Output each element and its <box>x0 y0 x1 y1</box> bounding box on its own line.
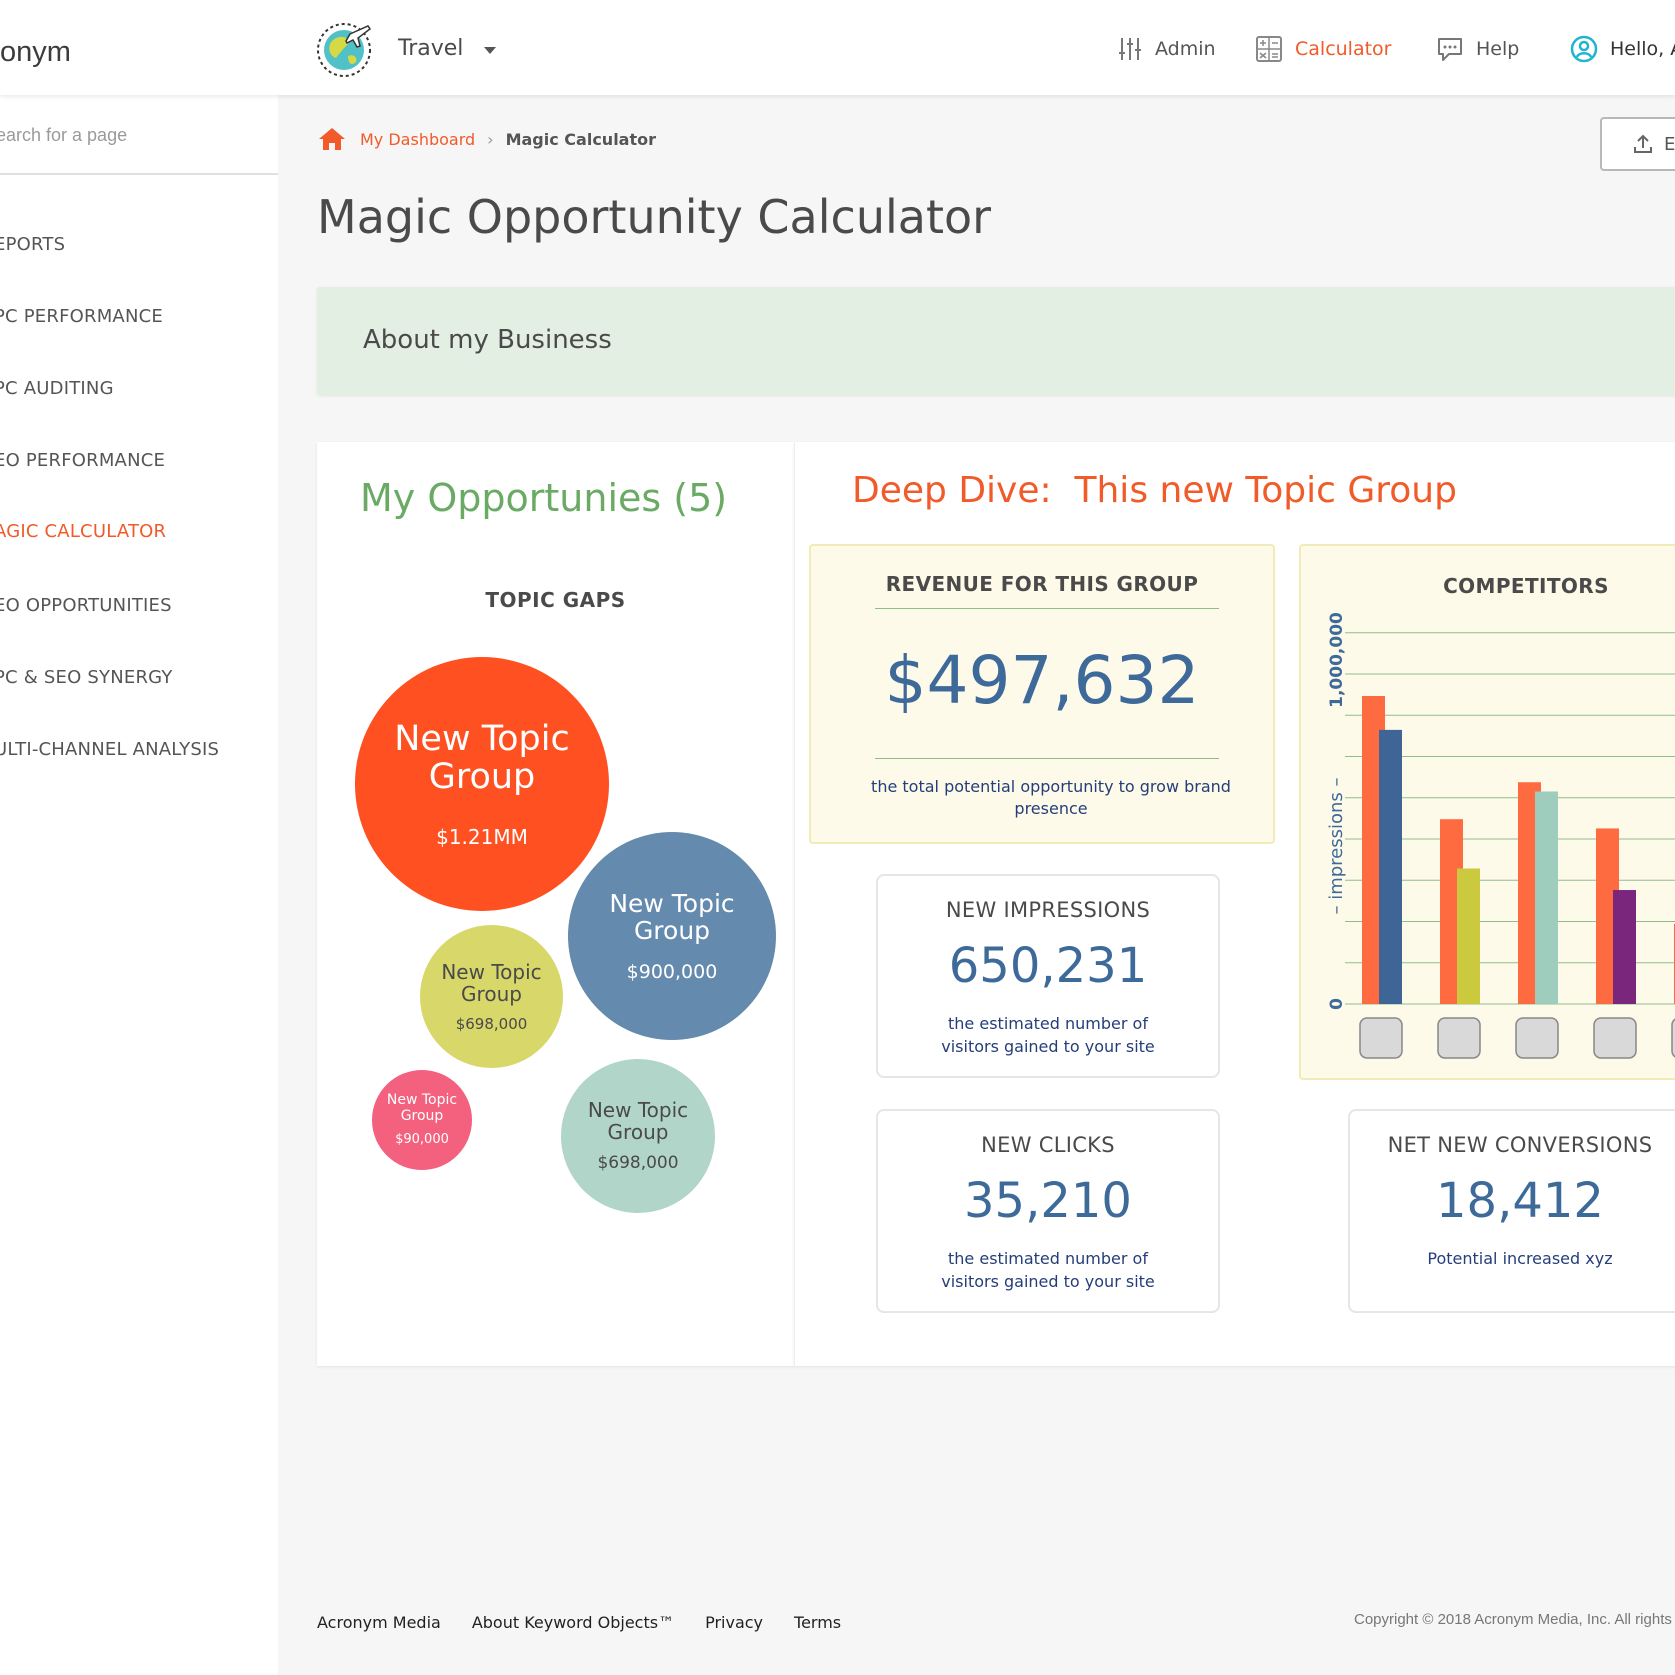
opportunities-panel: My Opportunies (5) TOPIC GAPS New Topic … <box>317 442 794 1366</box>
impressions-heading: NEW IMPRESSIONS <box>945 898 1151 922</box>
competitor-logo-placeholder <box>1593 1017 1637 1059</box>
project-selector-label[interactable]: Travel <box>398 36 464 61</box>
nav-admin-label: Admin <box>1155 38 1216 60</box>
calculator-icon <box>1256 36 1282 62</box>
sidebar-item-magic-calculator[interactable]: AGIC CALCULATOR <box>0 521 167 542</box>
sidebar-item-seo-performance[interactable]: EO PERFORMANCE <box>0 450 166 471</box>
nav-calculator[interactable]: Calculator <box>1255 34 1391 64</box>
divider <box>875 608 1219 609</box>
nav-calculator-label: Calculator <box>1295 38 1392 60</box>
revenue-card: REVENUE FOR THIS GROUP $497,632 the tota… <box>809 544 1275 844</box>
sidebar-item-seo-opportunities[interactable]: EO OPPORTUNITIES <box>0 595 172 616</box>
revenue-heading: REVENUE FOR THIS GROUP <box>885 572 1199 596</box>
user-greeting: Hello, A <box>1610 38 1675 60</box>
deep-dive-title: Deep Dive: This new Topic Group <box>852 470 1457 511</box>
topic-bubble[interactable]: New Topic Group $90,000 <box>372 1070 472 1170</box>
topic-bubble-value: $90,000 <box>395 1131 449 1147</box>
revenue-description: the total potential opportunity to grow … <box>871 777 1231 818</box>
competitor-logo-placeholder <box>1671 1018 1675 1058</box>
home-icon[interactable] <box>318 126 346 152</box>
sidebar-item-multi-channel-analysis[interactable]: ULTI-CHANNEL ANALYSIS <box>0 739 220 760</box>
chat-help-icon <box>1438 38 1462 61</box>
export-label: E <box>1664 133 1675 155</box>
topic-bubble[interactable]: New Topic Group $698,000 <box>561 1059 715 1213</box>
competitor-logo-placeholder <box>1359 1017 1403 1059</box>
footer-link-privacy[interactable]: Privacy <box>705 1613 764 1632</box>
chevron-right-icon: › <box>487 129 494 149</box>
nav-help-label: Help <box>1476 38 1520 60</box>
chevron-down-icon[interactable] <box>484 47 496 54</box>
export-button[interactable]: E <box>1600 117 1675 171</box>
deep-dive-panel: Deep Dive: This new Topic Group REVENUE … <box>794 442 1675 1366</box>
sliders-icon <box>1119 38 1141 60</box>
revenue-value: $497,632 <box>884 642 1200 719</box>
topic-bubble-value: $1.21MM <box>436 824 528 849</box>
y-tick-label: 0 <box>1327 998 1347 1010</box>
sidebar: earch for a page EPORTS PC PERFORMANCE P… <box>0 95 278 1675</box>
topic-bubble[interactable]: New Topic Group $1.21MM <box>355 657 609 911</box>
user-circle-icon <box>1570 35 1598 63</box>
brand-logo-text[interactable]: onym <box>0 36 71 68</box>
search-input[interactable]: earch for a page <box>0 95 278 175</box>
sidebar-item-reports[interactable]: EPORTS <box>0 234 66 255</box>
nav-admin[interactable]: Admin <box>1117 34 1216 64</box>
top-header: onym Travel Admin Calculator <box>0 0 1675 95</box>
impressions-value: 650,231 <box>948 938 1148 994</box>
sidebar-item-ppc-auditing[interactable]: PC AUDITING <box>0 378 114 399</box>
about-business-panel[interactable]: About my Business <box>317 287 1675 395</box>
clicks-value: 35,210 <box>964 1173 1132 1229</box>
y-axis-label: – impressions – <box>1326 777 1347 914</box>
topic-bubble-name: New Topic Group <box>441 959 542 1006</box>
breadcrumb-dashboard-link[interactable]: My Dashboard <box>360 129 476 149</box>
chart-bar <box>1613 890 1636 1004</box>
topic-bubble-name: New Topic Group <box>386 1092 458 1124</box>
about-business-title: About my Business <box>363 325 612 355</box>
user-menu[interactable]: Hello, A <box>1570 34 1675 64</box>
footer-link-about-keyword-objects[interactable]: About Keyword Objects™ <box>471 1613 675 1632</box>
conversions-value: 18,412 <box>1436 1173 1604 1229</box>
topic-bubble-name: New Topic Group <box>587 1098 689 1144</box>
topic-bubble-value: $698,000 <box>455 1014 528 1033</box>
competitors-chart-card: COMPETITORS 0 1,000,000 – impressions – <box>1299 544 1675 1080</box>
topic-bubble-value: $698,000 <box>597 1153 679 1173</box>
competitor-logo-placeholder <box>1437 1017 1481 1059</box>
conversions-card: NET NEW CONVERSIONS 18,412 Potential inc… <box>1348 1109 1675 1313</box>
conversions-description: Potential increased xyz <box>1427 1249 1613 1268</box>
topic-bubble-name: New Topic Group <box>394 718 570 797</box>
footer-link-terms[interactable]: Terms <box>794 1613 842 1632</box>
y-tick-label: 1,000,000 <box>1327 612 1347 708</box>
upload-icon <box>1634 134 1652 153</box>
chart-bar <box>1535 791 1558 1004</box>
sidebar-item-ppc-seo-synergy[interactable]: PC & SEO SYNERGY <box>0 667 173 688</box>
travel-globe-plane-icon[interactable] <box>316 20 374 78</box>
footer-link-acronym-media[interactable]: Acronym Media <box>317 1613 441 1632</box>
clicks-card: NEW CLICKS 35,210 the estimated number o… <box>876 1109 1220 1313</box>
competitors-bar-chart: 0 1,000,000 – impressions – <box>1326 612 1675 1059</box>
page-title: Magic Opportunity Calculator <box>317 190 992 244</box>
footer-links: Acronym Media About Keyword Objects™ Pri… <box>317 1613 872 1632</box>
nav-help[interactable]: Help <box>1436 34 1519 64</box>
topic-gaps-heading: TOPIC GAPS <box>485 588 626 612</box>
opportunities-title: My Opportunies (5) <box>360 476 728 520</box>
topic-bubble[interactable]: New Topic Group $698,000 <box>420 925 563 1068</box>
topic-bubble-name: New Topic Group <box>609 888 735 945</box>
competitor-logo-placeholder <box>1515 1017 1559 1059</box>
impressions-card: NEW IMPRESSIONS 650,231 the estimated nu… <box>876 874 1220 1078</box>
conversions-heading: NET NEW CONVERSIONS <box>1387 1133 1653 1157</box>
chart-bar <box>1379 729 1402 1004</box>
chart-bar <box>1457 868 1480 1004</box>
topic-bubble-value: $900,000 <box>626 960 718 983</box>
topic-bubble[interactable]: New Topic Group $900,000 <box>568 832 776 1040</box>
sidebar-item-ppc-performance[interactable]: PC PERFORMANCE <box>0 306 163 327</box>
breadcrumb: My Dashboard › Magic Calculator <box>318 126 656 152</box>
copyright-text: Copyright © 2018 Acronym Media, Inc. All… <box>1354 1611 1672 1628</box>
search-placeholder: earch for a page <box>0 125 128 145</box>
breadcrumb-current: Magic Calculator <box>505 129 656 149</box>
impressions-description: the estimated number of visitors gained … <box>941 1014 1155 1056</box>
chart-title: COMPETITORS <box>1443 574 1609 598</box>
clicks-heading: NEW CLICKS <box>981 1133 1115 1157</box>
divider <box>875 758 1219 759</box>
clicks-description: the estimated number of visitors gained … <box>941 1249 1155 1291</box>
